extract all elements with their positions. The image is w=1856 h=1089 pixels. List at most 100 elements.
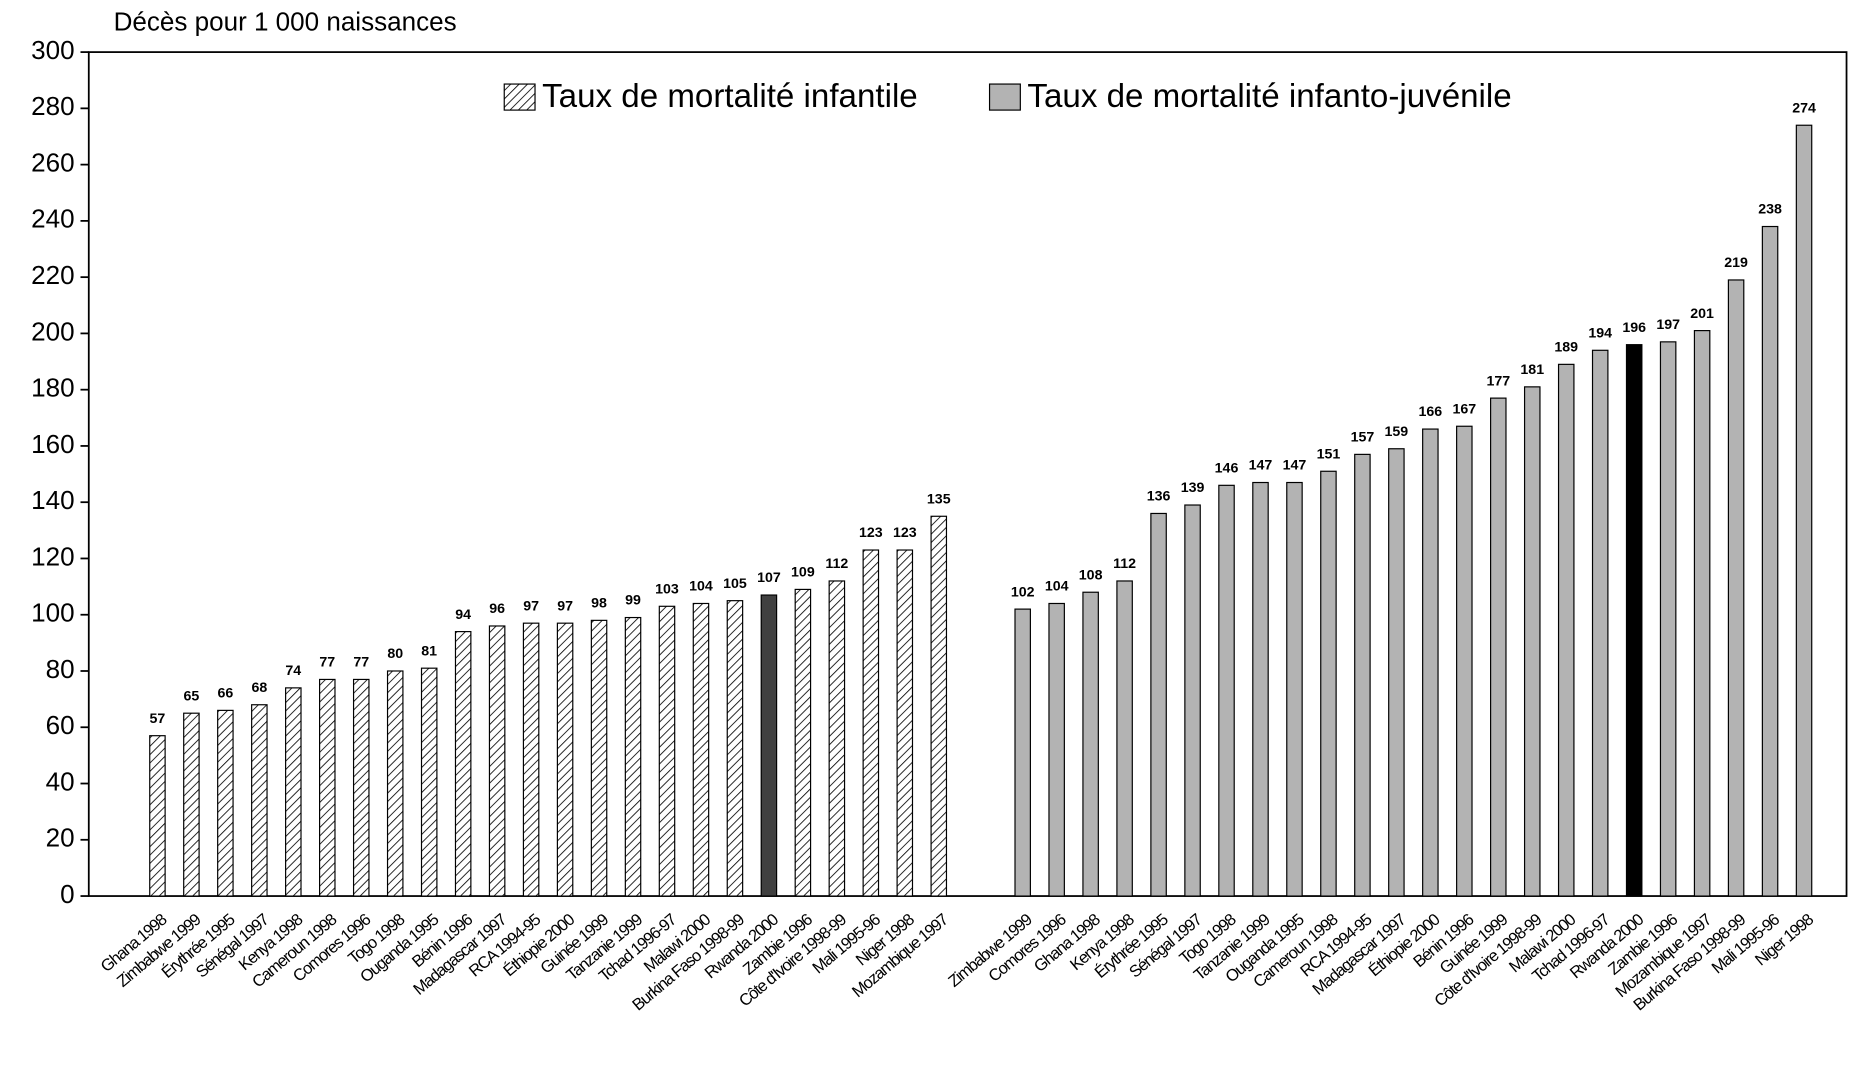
value-label: 139 <box>1181 480 1205 496</box>
y-axis-title: Décès pour 1 000 naissances <box>114 7 457 37</box>
value-label: 196 <box>1622 320 1646 336</box>
value-label: 177 <box>1486 373 1510 389</box>
bar <box>454 631 472 897</box>
y-tick-label: 140 <box>31 485 74 515</box>
value-label: 197 <box>1656 317 1680 333</box>
bar <box>386 670 404 897</box>
y-tick-label: 60 <box>46 710 75 740</box>
value-label: 219 <box>1724 255 1748 271</box>
value-label: 147 <box>1283 458 1307 474</box>
bar <box>1252 481 1269 897</box>
bar <box>488 625 506 897</box>
legend-swatch <box>988 83 1021 111</box>
bar <box>556 622 574 897</box>
value-label: 104 <box>1045 579 1069 595</box>
value-label: 181 <box>1520 362 1544 378</box>
value-label: 105 <box>723 576 747 592</box>
value-label: 80 <box>387 646 403 662</box>
bar <box>1490 397 1507 897</box>
value-label: 103 <box>655 581 679 597</box>
value-label: 104 <box>689 579 713 595</box>
y-tick-label: 280 <box>31 91 74 121</box>
plot-frame <box>87 51 1848 897</box>
value-label: 98 <box>591 596 607 612</box>
legend-swatch <box>503 83 536 111</box>
y-tick-label: 200 <box>31 316 74 346</box>
legend-label: Taux de mortalité infantile <box>542 78 918 115</box>
value-label: 201 <box>1690 306 1714 322</box>
bar <box>1116 580 1133 897</box>
value-label: 136 <box>1147 489 1171 505</box>
bar <box>726 600 744 897</box>
bar <box>522 622 540 897</box>
value-label: 123 <box>859 525 883 541</box>
value-label: 77 <box>319 655 335 671</box>
bar <box>1014 608 1031 897</box>
value-label: 238 <box>1758 202 1782 218</box>
y-tick-label: 20 <box>46 823 75 853</box>
bar <box>352 678 370 897</box>
bar <box>1795 124 1813 897</box>
bar <box>251 704 268 897</box>
bar <box>1150 512 1167 897</box>
bar <box>1048 602 1065 897</box>
value-label: 99 <box>625 593 641 609</box>
bar <box>1625 344 1643 897</box>
bar <box>1761 225 1779 897</box>
value-label: 274 <box>1792 100 1816 116</box>
y-tick-label: 240 <box>31 204 74 234</box>
y-tick-label: 100 <box>31 598 74 628</box>
bar <box>1218 484 1235 897</box>
bar <box>217 709 234 897</box>
value-label: 135 <box>927 491 951 507</box>
value-label: 146 <box>1215 461 1239 477</box>
value-label: 68 <box>251 680 267 696</box>
value-label: 189 <box>1554 340 1578 356</box>
y-tick-label: 80 <box>46 654 75 684</box>
value-label: 107 <box>757 570 781 586</box>
value-label: 157 <box>1351 430 1375 446</box>
value-label: 66 <box>217 686 233 702</box>
y-tick-label: 40 <box>46 766 75 796</box>
bar <box>420 667 438 897</box>
bar <box>590 619 608 897</box>
bar <box>658 605 676 897</box>
value-label: 97 <box>557 598 573 614</box>
value-label: 96 <box>489 601 505 617</box>
bar <box>1456 425 1473 897</box>
bar <box>183 712 200 897</box>
y-tick-label: 180 <box>31 373 74 403</box>
y-tick-label: 260 <box>31 147 74 177</box>
value-label: 151 <box>1317 446 1341 462</box>
bar <box>149 735 166 897</box>
bar <box>1388 448 1405 897</box>
value-label: 108 <box>1079 567 1103 583</box>
value-label: 159 <box>1385 424 1409 440</box>
value-label: 112 <box>1113 556 1136 572</box>
bar <box>1523 386 1541 897</box>
bar <box>1422 428 1439 897</box>
value-label: 112 <box>825 556 848 572</box>
value-label: 97 <box>523 598 539 614</box>
y-tick-label: 160 <box>31 429 74 459</box>
bar <box>1320 470 1337 897</box>
bar <box>1354 453 1371 897</box>
bar <box>896 549 914 897</box>
bar <box>285 687 302 897</box>
value-label: 102 <box>1011 584 1035 600</box>
value-label: 194 <box>1588 325 1612 341</box>
bar <box>624 616 642 897</box>
bar <box>1557 363 1575 897</box>
value-label: 81 <box>421 643 437 659</box>
bar <box>760 594 778 897</box>
value-label: 65 <box>184 688 200 704</box>
y-tick-label: 300 <box>31 35 74 65</box>
value-label: 123 <box>893 525 917 541</box>
bar <box>930 515 948 897</box>
y-tick-label: 0 <box>60 879 74 909</box>
bar <box>1286 481 1303 897</box>
value-label: 77 <box>353 655 369 671</box>
bar <box>1591 349 1609 897</box>
